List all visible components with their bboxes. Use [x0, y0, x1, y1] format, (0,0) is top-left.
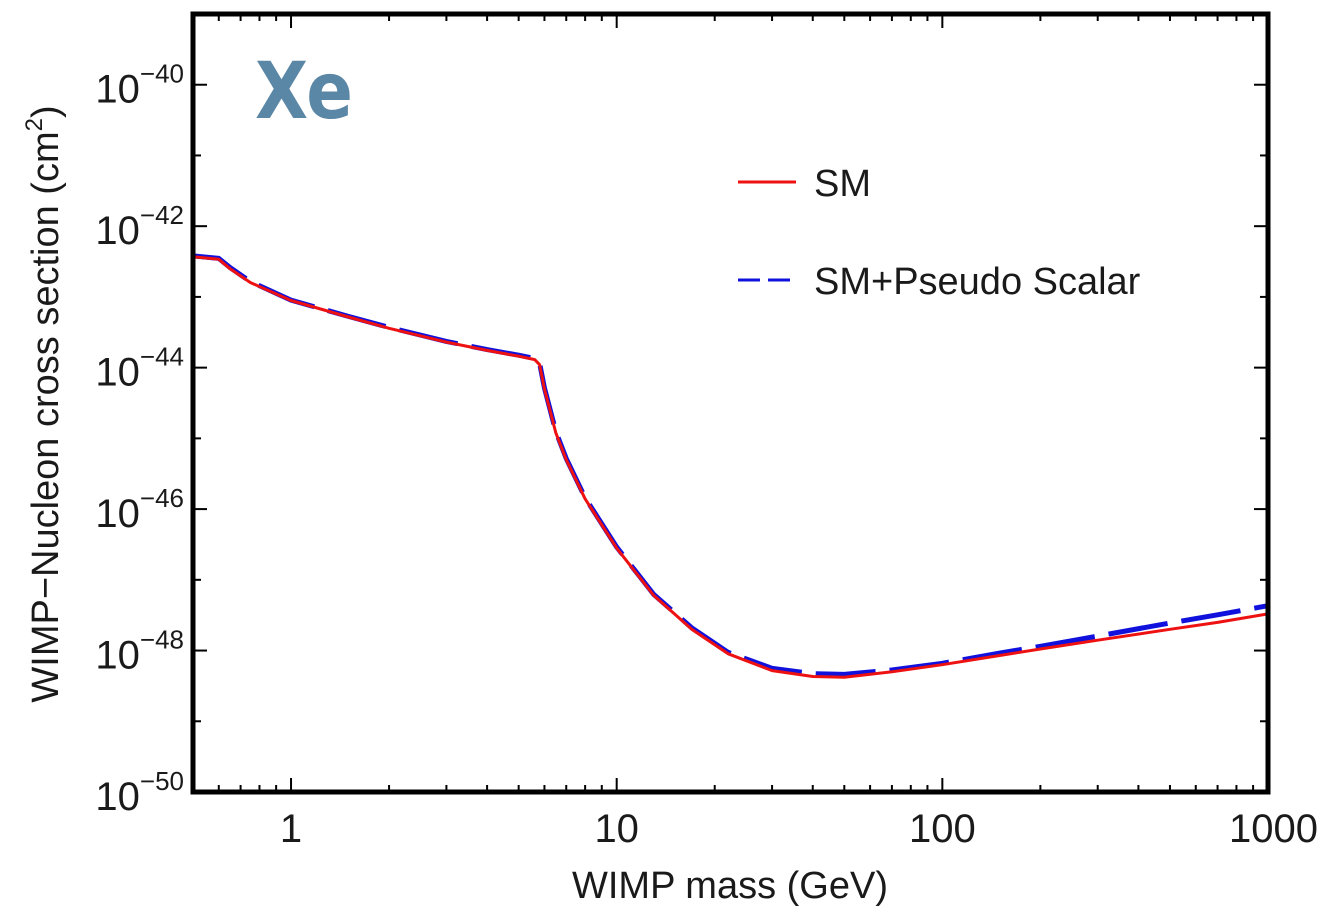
- y-tick-label: 10−50: [95, 766, 184, 819]
- legend-label-sm: SM: [814, 163, 871, 205]
- y-tick-labels: 10−50 10−48 10−46 10−44 10−42 10−40: [95, 59, 184, 819]
- y-axis-label-close: ): [25, 105, 67, 118]
- y-axis-label-sup: 2: [21, 118, 48, 131]
- x-axis-label: WIMP mass (GeV): [572, 865, 888, 907]
- series-layer: [192, 253, 1269, 679]
- y-tick-label: 10−40: [95, 59, 184, 112]
- x-tick-labels: 1 10 100 1000: [280, 807, 1318, 851]
- x-tick-label: 1000: [1229, 807, 1318, 851]
- series-line-sm: [192, 255, 1269, 679]
- y-axis-label-main: WIMP−Nucleon cross section (cm: [25, 131, 67, 702]
- y-tick-label: 10−48: [95, 625, 184, 678]
- x-tick-label: 10: [594, 807, 639, 851]
- y-tick-label: 10−44: [95, 342, 184, 395]
- y-tick-label: 10−46: [95, 483, 184, 536]
- x-tick-label: 1: [280, 807, 302, 851]
- plot-area: [193, 14, 1268, 792]
- legend-label-sm-pseudo-scalar: SM+Pseudo Scalar: [814, 261, 1141, 303]
- legend: SM SM+Pseudo Scalar: [738, 163, 1141, 303]
- plot-frame: [190, 11, 1271, 795]
- xe-badge: Xe: [255, 47, 353, 137]
- x-tick-label: 100: [909, 807, 976, 851]
- y-axis-label: WIMP−Nucleon cross section (cm2): [21, 105, 67, 702]
- y-tick-label: 10−42: [95, 200, 184, 253]
